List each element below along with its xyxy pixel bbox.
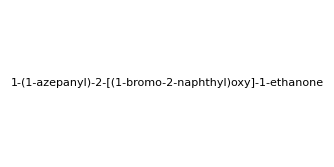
Text: 1-(1-azepanyl)-2-[(1-bromo-2-naphthyl)oxy]-1-ethanone: 1-(1-azepanyl)-2-[(1-bromo-2-naphthyl)ox… [10,78,324,89]
